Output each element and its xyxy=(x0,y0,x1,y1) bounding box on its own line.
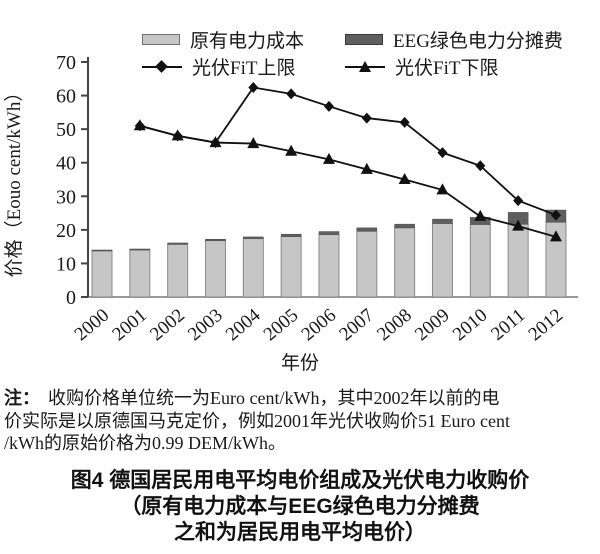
triangle-marker xyxy=(247,137,260,149)
y-tick-label: 10 xyxy=(56,253,76,275)
bar-base-2009 xyxy=(431,222,453,298)
caption-line-3: 之和为居民用电平均电价） xyxy=(174,521,426,544)
x-tick-label: 2005 xyxy=(260,305,303,346)
legend: 原有电力成本 EEG绿色电力分摊费 光伏FiT上限 光伏FiT下限 xyxy=(142,26,563,80)
x-tick-label: 2011 xyxy=(487,305,529,345)
y-tick-label: 70 xyxy=(56,52,76,74)
diamond-marker xyxy=(323,100,334,112)
figure-caption: 图4 德国居民用电平均电价组成及光伏电力收购价 （原有电力成本与EEG绿色电力分… xyxy=(0,468,600,546)
chart-plot: 0102030405060702000200120022003200420052… xyxy=(56,52,578,345)
bar-eeg-2001 xyxy=(129,248,151,251)
note-text-3: /kWh的原始价格为0.99 DEM/kWh。 xyxy=(4,433,286,453)
triangle-marker xyxy=(549,230,562,242)
triangle-marker xyxy=(322,152,335,164)
caption-line-1: 图4 德国居民用电平均电价组成及光伏电力收购价 xyxy=(70,469,530,492)
legend-item-eeg: EEG绿色电力分摊费 xyxy=(345,26,563,53)
bar-base-2007 xyxy=(356,230,378,298)
triangle-marker xyxy=(171,129,184,141)
y-tick-label: 40 xyxy=(56,153,76,175)
bar-eeg-2006 xyxy=(318,231,340,235)
x-tick-label: 2010 xyxy=(449,305,492,346)
y-tick-label: 30 xyxy=(56,186,76,208)
y-tick-label: 60 xyxy=(56,86,76,108)
bar-eeg-2007 xyxy=(356,227,378,232)
x-tick-label: 2000 xyxy=(71,305,114,346)
x-tick-label: 2002 xyxy=(146,305,189,346)
chart-canvas: 0102030405060702000200120022003200420052… xyxy=(3,52,578,374)
diamond-marker xyxy=(399,116,410,128)
fit-upper-line xyxy=(139,86,557,216)
bar-base-2006 xyxy=(318,234,340,298)
bar-swatch-dark-icon xyxy=(345,34,383,45)
legend-label-fit-lower: 光伏FiT下限 xyxy=(395,58,499,79)
x-tick-label: 2007 xyxy=(335,305,378,346)
legend-item-base: 原有电力成本 xyxy=(142,26,345,53)
bar-swatch-light-icon xyxy=(142,34,180,45)
note-text-1: 收购价格单位统一为Euro cent/kWh，其中2002年以前的电 xyxy=(48,388,500,408)
bar-eeg-2005 xyxy=(280,233,302,237)
caption-line-2: （原有电力成本与EEG绿色电力分摊费 xyxy=(120,495,480,518)
diamond-marker xyxy=(550,209,561,221)
bar-base-2004 xyxy=(242,238,264,298)
diamond-marker xyxy=(248,82,259,94)
triangle-marker xyxy=(360,162,373,174)
x-tick-label: 2004 xyxy=(222,304,265,345)
triangle-marker xyxy=(398,173,411,184)
bar-base-2010 xyxy=(469,223,491,298)
legend-item-fit-upper: 光伏FiT上限 xyxy=(142,53,345,80)
diamond-line-icon xyxy=(142,59,182,74)
note-text-2: 价实际是以原德国马克定价，例如2001年光伏收购价51 Euro cent xyxy=(4,410,510,431)
bar-eeg-2002 xyxy=(167,242,188,245)
bar-base-2011 xyxy=(507,223,529,298)
legend-label-fit-upper: 光伏FiT上限 xyxy=(192,58,296,79)
y-tick-label: 50 xyxy=(56,119,76,141)
x-tick-label: 2008 xyxy=(373,305,416,346)
x-tick-label: 2001 xyxy=(108,305,151,346)
y-axis-title: 价格（Eouo cent/kWh） xyxy=(3,83,25,278)
bar-base-2005 xyxy=(280,236,302,298)
bar-eeg-2000 xyxy=(91,249,113,252)
diamond-marker xyxy=(361,112,372,124)
triangle-line-icon xyxy=(345,59,385,74)
x-tick-label: 2003 xyxy=(184,305,227,346)
bar-eeg-2009 xyxy=(432,218,453,224)
x-tick-label: 2012 xyxy=(525,305,568,346)
bar-base-2000 xyxy=(91,250,113,298)
diamond-marker xyxy=(437,147,448,159)
bar-eeg-2008 xyxy=(394,223,415,229)
x-tick-label: 2009 xyxy=(411,305,454,346)
triangle-marker xyxy=(474,209,487,221)
legend-label-base: 原有电力成本 xyxy=(190,31,305,52)
bar-base-2001 xyxy=(129,249,151,298)
figure-note: 注： 收购价格单位统一为Euro cent/kWh，其中2002年以前的电 价实际… xyxy=(4,387,598,455)
triangle-marker xyxy=(209,136,222,148)
note-label: 注： xyxy=(4,388,40,408)
x-tick-label: 2006 xyxy=(298,305,341,346)
triangle-marker xyxy=(133,119,146,131)
y-tick-label: 0 xyxy=(66,287,76,309)
bar-base-2003 xyxy=(204,240,226,298)
bar-base-2002 xyxy=(167,243,189,298)
triangle-marker xyxy=(436,183,449,195)
bar-eeg-2004 xyxy=(243,236,264,239)
note-line: 注： 收购价格单位统一为Euro cent/kWh，其中2002年以前的电 xyxy=(4,387,598,410)
triangle-marker xyxy=(512,219,525,231)
fit-lower-line xyxy=(139,124,557,238)
y-tick-label: 20 xyxy=(56,220,76,242)
bar-eeg-2003 xyxy=(205,239,226,241)
triangle-marker xyxy=(285,144,298,156)
diamond-marker xyxy=(286,88,297,100)
diamond-marker xyxy=(475,160,486,172)
bar-base-2008 xyxy=(394,227,416,298)
diamond-marker xyxy=(513,195,524,207)
legend-label-eeg: EEG绿色电力分摊费 xyxy=(393,31,563,52)
legend-item-fit-lower: 光伏FiT下限 xyxy=(345,53,563,80)
x-axis-title: 年份 xyxy=(281,352,319,374)
